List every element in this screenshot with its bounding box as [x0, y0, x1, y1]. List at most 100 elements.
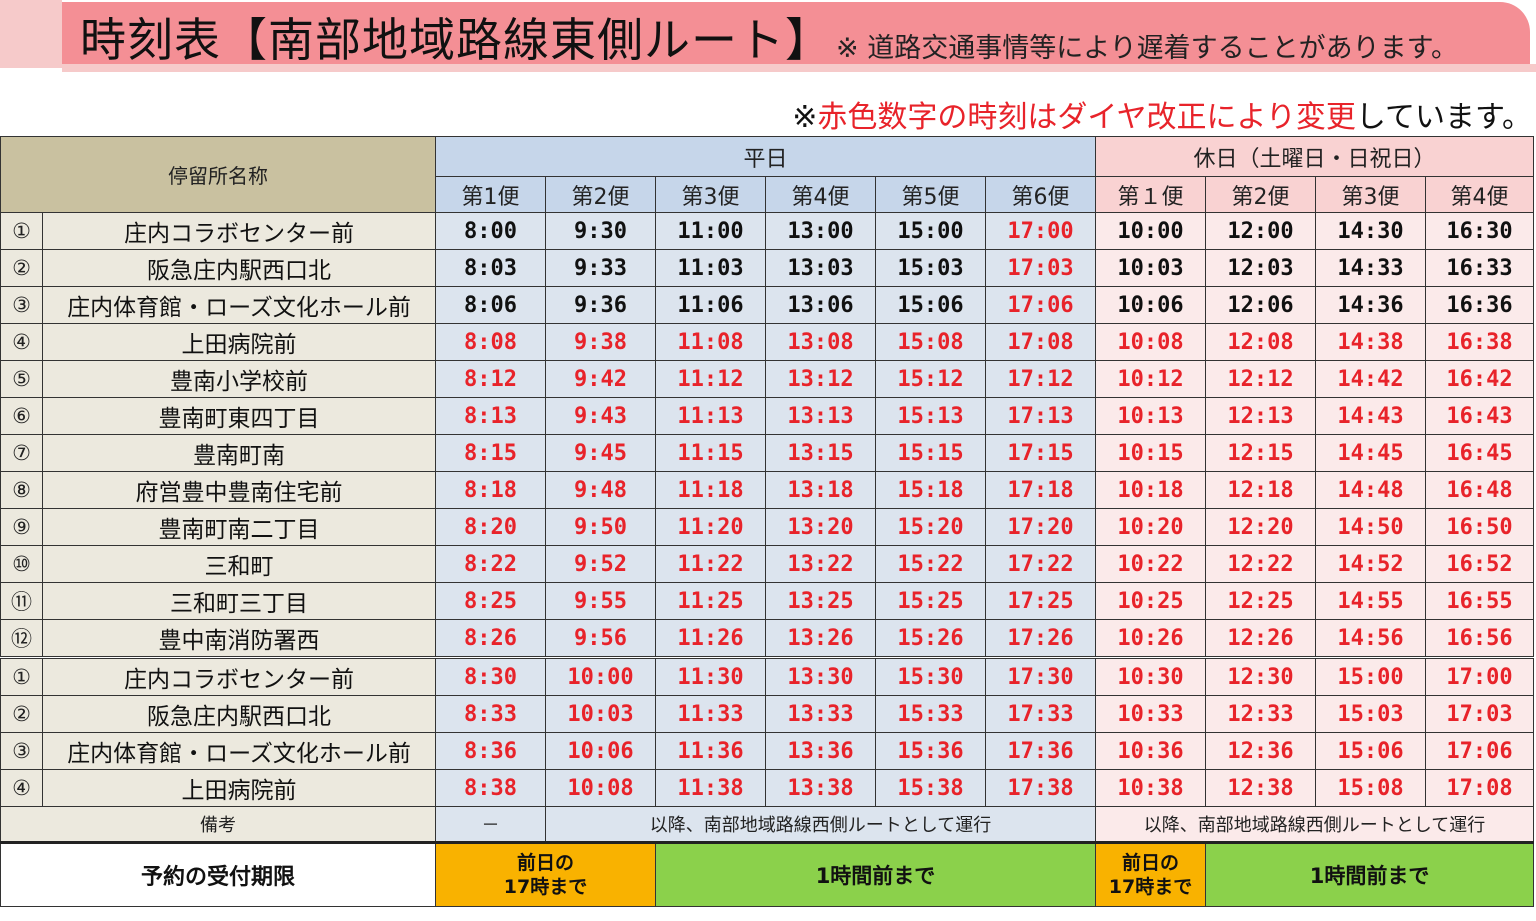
holiday-time: 16:45: [1425, 434, 1535, 472]
stop-name: 上田病院前: [42, 769, 436, 807]
holiday-time: 15:08: [1315, 769, 1427, 807]
weekday-time: 8:00: [435, 212, 546, 250]
weekday-time: 8:33: [435, 695, 546, 733]
weekday-time: 10:00: [545, 656, 656, 696]
weekday-time: 15:08: [875, 323, 986, 361]
weekday-time: 11:25: [655, 582, 766, 620]
banner-underline: [62, 64, 1536, 72]
stop-name: 阪急庄内駅西口北: [42, 695, 436, 733]
holiday-time: 12:08: [1205, 323, 1317, 361]
holiday-time: 10:00: [1095, 212, 1207, 250]
holiday-time: 12:12: [1205, 360, 1317, 398]
holiday-time: 12:06: [1205, 286, 1317, 324]
deadline-weekday-first: 前日の 17時まで: [435, 841, 656, 907]
change-note-red: 赤色数字の時刻はダイヤ改正により変更: [817, 100, 1356, 135]
stop-name: 豊南小学校前: [42, 360, 436, 398]
weekday-time: 9:56: [545, 619, 656, 658]
holiday-trip-header: 第4便: [1425, 176, 1535, 213]
weekday-trip-header: 第4便: [765, 176, 876, 213]
holiday-time: 14:43: [1315, 397, 1427, 435]
weekday-time: 9:30: [545, 212, 656, 250]
timetable-row: ⑥ 豊南町東四丁目 8:13 9:43 11:13 13:13 15:13 17:13 10:1…: [0, 397, 1535, 435]
weekday-time: 15:26: [875, 619, 986, 658]
holiday-time: 14:45: [1315, 434, 1427, 472]
holiday-time: 14:48: [1315, 471, 1427, 509]
holiday-time: 15:03: [1315, 695, 1427, 733]
stop-number: ②: [0, 695, 43, 733]
weekday-time: 8:12: [435, 360, 546, 398]
weekday-time: 15:25: [875, 582, 986, 620]
weekday-time: 11:33: [655, 695, 766, 733]
holiday-time: 12:36: [1205, 732, 1317, 770]
timetable-row: ⑪ 三和町三丁目 8:25 9:55 11:25 13:25 15:25 17:25 10:25…: [0, 582, 1535, 620]
stop-number: ③: [0, 286, 43, 324]
holiday-time: 12:03: [1205, 249, 1317, 287]
stop-number: ①: [0, 656, 43, 696]
weekday-time: 9:36: [545, 286, 656, 324]
weekday-time: 13:00: [765, 212, 876, 250]
holiday-time: 14:42: [1315, 360, 1427, 398]
weekday-time: 11:38: [655, 769, 766, 807]
weekday-time: 13:25: [765, 582, 876, 620]
weekday-time: 13:36: [765, 732, 876, 770]
holiday-time: 15:06: [1315, 732, 1427, 770]
timetable-row: ⑦ 豊南町南 8:15 9:45 11:15 13:15 15:15 17:15 10:15 12…: [0, 434, 1535, 472]
stop-name-header: 停留所名称: [0, 136, 436, 213]
timetable: 停留所名称 平日 休日（土曜日・日祝日） 第1便 第2便 第3便 第4便 第5便 第6便第…: [0, 136, 1535, 907]
weekday-time: 11:20: [655, 508, 766, 546]
weekday-time: 17:36: [984, 732, 1097, 770]
remarks-weekday-rest: 以降、南部地域路線西側ルートとして運行: [544, 806, 1097, 843]
weekday-trip-header: 第5便: [875, 176, 986, 213]
weekday-header: 平日: [434, 136, 1097, 177]
weekday-time: 13:38: [765, 769, 876, 807]
weekday-time: 17:20: [984, 508, 1097, 546]
deadline-weekday-rest: 1時間前まで: [654, 841, 1097, 907]
weekday-time: 9:42: [545, 360, 656, 398]
holiday-time: 12:26: [1205, 619, 1317, 658]
delay-note: ※ 道路交通事情等により遅着することがあります。: [836, 33, 1458, 64]
holiday-time: 12:30: [1205, 656, 1317, 696]
holiday-time: 16:30: [1425, 212, 1535, 250]
stop-name: 三和町: [42, 545, 436, 583]
deadline-label: 予約の受付期限: [0, 841, 436, 907]
holiday-time: 14:30: [1315, 212, 1427, 250]
weekday-time: 17:30: [984, 656, 1097, 696]
weekday-time: 11:22: [655, 545, 766, 583]
weekday-time: 9:55: [545, 582, 656, 620]
holiday-time: 14:36: [1315, 286, 1427, 324]
weekday-time: 10:03: [545, 695, 656, 733]
weekday-time: 11:03: [655, 249, 766, 287]
holiday-time: 14:38: [1315, 323, 1427, 361]
weekday-time: 10:06: [545, 732, 656, 770]
holiday-time: 10:22: [1095, 545, 1207, 583]
weekday-time: 15:18: [875, 471, 986, 509]
weekday-time: 17:08: [984, 323, 1097, 361]
holiday-time: 12:13: [1205, 397, 1317, 435]
weekday-trip-header: 第2便: [545, 176, 656, 213]
weekday-time: 13:26: [765, 619, 876, 658]
weekday-time: 11:15: [655, 434, 766, 472]
timetable-row: ② 阪急庄内駅西口北 8:03 9:33 11:03 13:03 15:03 17:03 10:…: [0, 249, 1535, 287]
weekday-trip-header: 第1便: [435, 176, 546, 213]
holiday-time: 16:38: [1425, 323, 1535, 361]
holiday-time: 16:55: [1425, 582, 1535, 620]
timetable-body: ① 庄内コラボセンター前 8:00 9:30 11:00 13:00 15:00 17:00 1…: [0, 212, 1535, 807]
weekday-trip-header: 第3便: [655, 176, 766, 213]
holiday-time: 12:18: [1205, 471, 1317, 509]
weekday-time: 15:20: [875, 508, 986, 546]
remarks-row: 備考 － 以降、南部地域路線西側ルートとして運行 以降、南部地域路線西側ルートと…: [0, 806, 1535, 843]
weekday-time: 17:12: [984, 360, 1097, 398]
holiday-time: 16:52: [1425, 545, 1535, 583]
weekday-time: 17:33: [984, 695, 1097, 733]
weekday-time: 17:18: [984, 471, 1097, 509]
holiday-time: 17:08: [1425, 769, 1535, 807]
weekday-time: 15:22: [875, 545, 986, 583]
holiday-time: 12:22: [1205, 545, 1317, 583]
holiday-time: 14:56: [1315, 619, 1427, 658]
weekday-time: 10:08: [545, 769, 656, 807]
weekday-time: 8:30: [435, 656, 546, 696]
weekday-time: 13:22: [765, 545, 876, 583]
holiday-time: 10:06: [1095, 286, 1207, 324]
timetable-row: ⑤ 豊南小学校前 8:12 9:42 11:12 13:12 15:12 17:12 10:12…: [0, 360, 1535, 398]
stop-number: ⑪: [0, 582, 43, 620]
